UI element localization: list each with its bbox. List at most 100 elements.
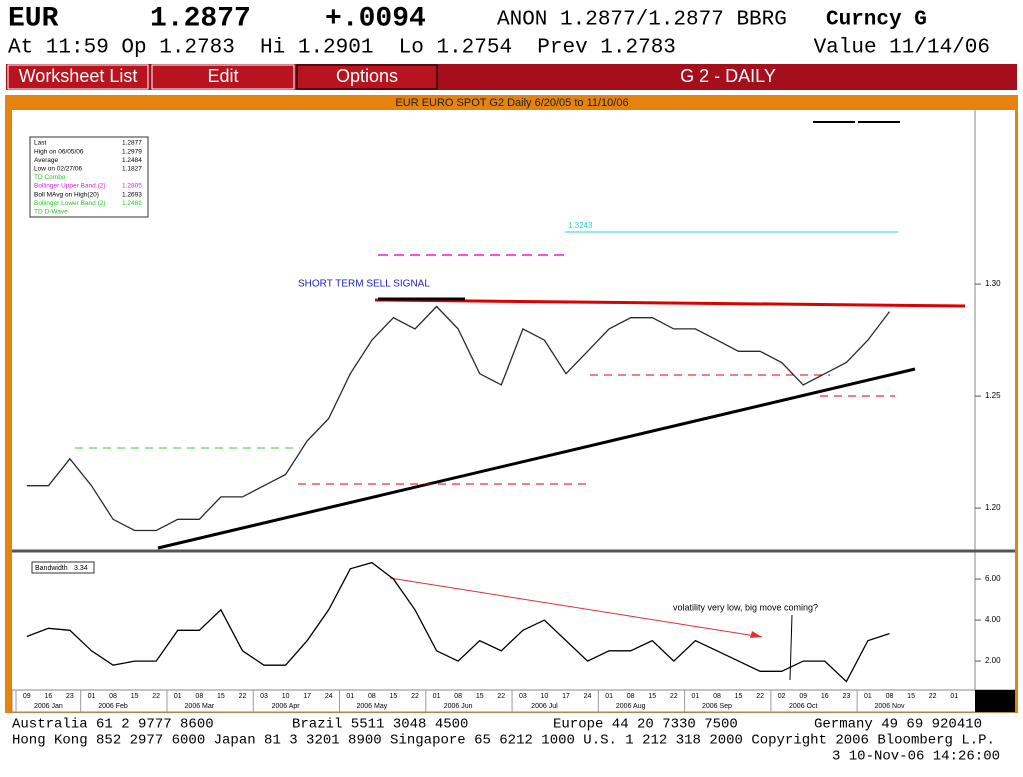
footer-text: Australia 61 2 9777 8600	[12, 717, 214, 733]
menu-bar: Worksheet List Edit Options G 2 - DAILY	[6, 64, 1017, 90]
x-tick-label: 15	[735, 693, 743, 700]
legend-value: 1.2484	[122, 157, 142, 164]
x-tick-label: 08	[109, 693, 117, 700]
x-tick-label: 09	[799, 693, 807, 700]
month-label: 2006 May	[357, 703, 388, 710]
x-tick-label: 22	[756, 693, 764, 700]
y-tick-label: 1.25	[985, 391, 1001, 400]
quote: ANON 1.2877/1.2877 BBRG	[497, 9, 787, 32]
legend-value: 1.2693	[122, 191, 142, 198]
month-label: 2006 Jan	[34, 703, 63, 710]
legend-box: Last 1.2877 High on 06/05/06 1.2979 Average 1…	[29, 136, 149, 218]
x-tick-label: 22	[670, 693, 678, 700]
legend-frame	[29, 136, 149, 218]
x-tick-label: 10	[541, 693, 549, 700]
legend-label: Average	[34, 157, 58, 164]
bandwidth-label: Bandwidth	[35, 565, 68, 572]
bandwidth-value: 3.34	[74, 565, 88, 572]
annotation-arrow	[389, 577, 763, 638]
x-tick-label: 01	[864, 693, 872, 700]
annotation: volatility very low, big move coming?	[673, 602, 818, 612]
x-tick-label: 23	[842, 693, 850, 700]
y-tick-label: 1.30	[985, 279, 1001, 288]
menu-item[interactable]: Worksheet List	[19, 66, 138, 86]
header: EUR 1.2877 +.0094 ANON 1.2877/1.2877 BBR…	[8, 3, 990, 59]
x-tick-label: 17	[562, 693, 570, 700]
x-tick-label: 08	[368, 693, 376, 700]
x-tick-label: 10	[282, 693, 290, 700]
series-line	[26, 305, 891, 532]
legend-value: 1.1827	[122, 166, 142, 173]
annotation: SHORT TERM SELL SIGNAL	[298, 279, 430, 290]
change: +.0094	[325, 3, 426, 34]
arrow-head	[750, 631, 762, 638]
month-label: 2006 Feb	[98, 703, 128, 710]
x-tick-label: 22	[239, 693, 247, 700]
x-tick-label: 15	[390, 693, 398, 700]
x-tick-label: 17	[303, 693, 311, 700]
x-tick-label: 16	[44, 693, 52, 700]
x-tick-label: 08	[195, 693, 203, 700]
legend-label: Last	[34, 140, 46, 147]
x-tick-label: 15	[131, 693, 139, 700]
annotation: 1.3243	[568, 221, 593, 230]
price: 1.2877	[150, 3, 251, 34]
x-tick-label: 01	[88, 693, 96, 700]
x-tick-label: 01	[433, 693, 441, 700]
legend-value: 1.2979	[122, 148, 142, 155]
screen-name: G 2 - DAILY	[680, 66, 776, 86]
footer-text: Brazil 5511 3048 4500	[292, 717, 468, 733]
x-tick-label: 09	[23, 693, 31, 700]
menu-item[interactable]: Edit	[207, 66, 238, 86]
month-label: 2006 Apr	[272, 703, 301, 710]
y-tick-label: 2.00	[985, 656, 1001, 665]
month-label: 2006 Jul	[531, 703, 558, 710]
callout-line	[789, 614, 793, 681]
x-tick-label: 15	[907, 693, 915, 700]
x-tick-label: 22	[411, 693, 419, 700]
legend-label: Boll MAvg on High(20)	[34, 191, 99, 198]
y-tick-label: 4.00	[985, 615, 1001, 624]
plot-area	[12, 110, 1015, 690]
legend-value: 1.2805	[122, 183, 142, 190]
series-line	[26, 561, 890, 683]
month-label: 2006 Mar	[185, 703, 215, 710]
x-tick-label: 23	[66, 693, 74, 700]
x-tick-label: 08	[627, 693, 635, 700]
y-tick-label: 6.00	[985, 574, 1001, 583]
legend-value: 1.2482	[122, 200, 142, 207]
chart-title: EUR EURO SPOT G2 Daily 6/20/05 to 11/10/…	[395, 97, 628, 109]
x-tick-label: 03	[519, 693, 527, 700]
legend-label: Bollinger Lower Band (2)	[34, 200, 106, 207]
legend-label: Low on 02/27/06	[34, 166, 82, 173]
x-tick-label: 01	[691, 693, 699, 700]
legend-value: 1.2877	[122, 140, 142, 147]
month-label: 2006 Aug	[616, 703, 646, 710]
menu-item[interactable]: Options	[336, 66, 398, 86]
x-tick-label: 24	[325, 693, 333, 700]
x-tick-label: 15	[476, 693, 484, 700]
y-tick-label: 1.20	[985, 503, 1001, 512]
x-tick-label: 22	[929, 693, 937, 700]
trendline	[157, 367, 916, 550]
x-tick-label: 02	[778, 693, 786, 700]
legend-label: Bollinger Upper Band (2)	[34, 183, 106, 190]
x-tick-label: 24	[584, 693, 592, 700]
x-tick-label: 15	[648, 693, 656, 700]
footer-text: Germany 49 69 920410	[814, 717, 982, 733]
ticker: EUR	[8, 3, 59, 34]
legend-label: TD D-Wave	[34, 209, 68, 216]
menu-button[interactable]	[296, 64, 438, 90]
menu-button[interactable]	[7, 64, 149, 90]
month-label: 2006 Sep	[702, 703, 732, 710]
bandwidth-legend	[31, 561, 95, 574]
x-tick-label: 08	[713, 693, 721, 700]
x-tick-label: 08	[454, 693, 462, 700]
month-label: 2006 Jun	[444, 703, 473, 710]
footer-text: 3 10-Nov-06 14:26:00	[832, 749, 1000, 765]
x-tick-label: 01	[950, 693, 958, 700]
legend-label: TD Combo	[34, 174, 66, 181]
menu-button[interactable]	[151, 64, 295, 90]
x-tick-label: 22	[497, 693, 505, 700]
